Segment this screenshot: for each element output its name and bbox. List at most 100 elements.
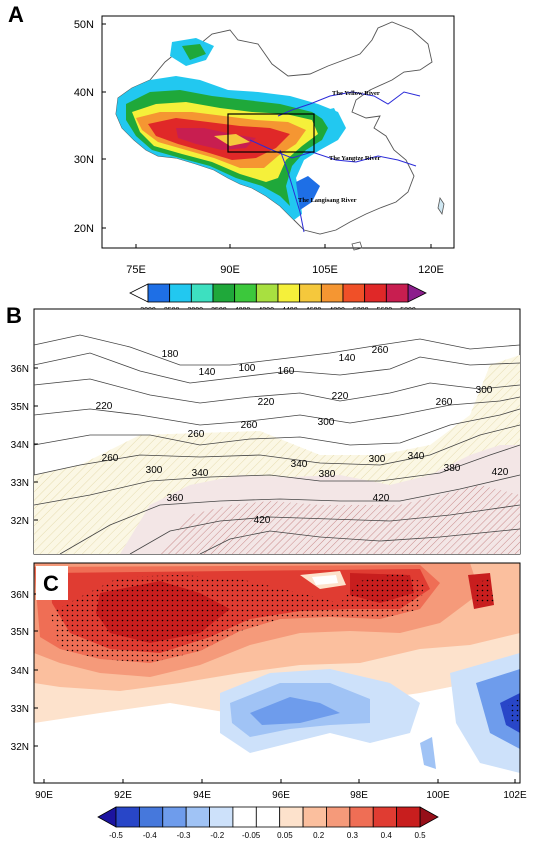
contour-label: 380 [444, 463, 461, 474]
taiwan [437, 196, 445, 216]
contour-label: 260 [241, 420, 258, 431]
colorbar-swatch [349, 806, 374, 828]
colorbar-swatch [277, 283, 301, 303]
colorbar-tick-label: 0.3 [347, 831, 359, 840]
contour-label: 300 [476, 385, 493, 396]
colorbar-tick-label: 0.2 [313, 831, 325, 840]
contour-label: 300 [369, 454, 386, 465]
hainan [351, 241, 363, 251]
colorbar-tick-label: -0.05 [242, 831, 261, 840]
panel-c-lat-ticks: 36N 35N 34N 33N 32N [11, 590, 29, 753]
panel-b-lat-ticks: 36N 35N 34N 33N 32N [11, 364, 29, 527]
contour-label: 160 [278, 366, 295, 377]
colorbar-low-cap [129, 283, 149, 303]
lat-tick: 33N [11, 704, 29, 715]
lon-tick: 120E [418, 264, 444, 276]
colorbar-swatch [115, 806, 140, 828]
panel-c-anomaly-map: 36N 35N 34N 33N 32N 90E 92E 94E 96E 98E … [11, 562, 527, 840]
lon-tick: 96E [272, 790, 290, 801]
panel-a-lat-ticks: 50N 40N 30N 20N [74, 19, 94, 235]
lon-tick: 94E [193, 790, 211, 801]
contour-label: 220 [258, 397, 275, 408]
lon-tick: 105E [312, 264, 338, 276]
lat-tick: 35N [11, 627, 29, 638]
lat-tick: 34N [11, 666, 29, 677]
lon-tick: 90E [220, 264, 240, 276]
colorbar-tick-label: -0.4 [143, 831, 157, 840]
colorbar-swatch [320, 283, 344, 303]
study-region-box [227, 113, 315, 153]
yellow-river-label: The Yellow River [332, 90, 380, 97]
contour-label: 300 [318, 417, 335, 428]
panel-c-frame [33, 562, 521, 784]
contour-label: 260 [102, 453, 119, 464]
contour-label: 180 [162, 349, 179, 360]
colorbar-tick-label: -0.2 [210, 831, 224, 840]
panel-c-lon-ticks: 90E 92E 94E 96E 98E 100E 102E [35, 790, 527, 801]
lat-tick: 30N [74, 154, 94, 166]
lat-tick: 20N [74, 223, 94, 235]
lon-tick: 90E [35, 790, 53, 801]
panel-b-contour-map: 180 140 100 160 140 260 220 220 220 260 300 260 260 3… [11, 308, 521, 555]
contour-label: 340 [291, 459, 308, 470]
panel-c-letter-box: C [36, 566, 68, 600]
colorbar-swatch [185, 806, 210, 828]
contour-label: 420 [254, 515, 271, 526]
colorbar-swatch [232, 806, 257, 828]
colorbar-swatch [255, 806, 281, 828]
lat-tick: 34N [11, 440, 29, 451]
lat-tick: 32N [11, 742, 29, 753]
colorbar-swatch [169, 283, 192, 303]
colorbar-swatch [302, 806, 327, 828]
contour-label: 340 [408, 451, 425, 462]
lon-tick: 100E [426, 790, 450, 801]
colorbar-swatch [364, 283, 387, 303]
colorbar-swatch [255, 283, 279, 303]
contour-label: 380 [319, 469, 336, 480]
colorbar-swatch [234, 283, 257, 303]
colorbar-swatch [372, 806, 398, 828]
lat-tick: 35N [11, 402, 29, 413]
contour-labels: 180 140 100 160 140 260 220 220 220 260 300 260 260 3… [96, 345, 509, 526]
colorbar-swatch [396, 806, 421, 828]
lat-tick: 32N [11, 516, 29, 527]
contour-lines [33, 334, 521, 555]
contour-label: 340 [192, 468, 209, 479]
contour-label: 220 [96, 401, 113, 412]
lat-tick: 36N [11, 590, 29, 601]
panel-a-lon-ticks: 75E 90E 105E 120E [126, 264, 444, 276]
contour-label: 260 [372, 345, 389, 356]
panel-c-letter: C [43, 571, 59, 596]
lon-tick: 102E [503, 790, 527, 801]
elevation-field [116, 38, 346, 220]
colorbar-tick-label: 0.05 [277, 831, 293, 840]
anomaly-colorbar: -0.5 -0.4 -0.3 -0.2 -0.05 0.05 0.2 0.3 0.4 0.5 [97, 806, 439, 840]
panel-a-letter: A [8, 2, 24, 27]
contour-label: 420 [373, 493, 390, 504]
colorbar-tick-label: 0.4 [381, 831, 393, 840]
colorbar-swatch [147, 283, 171, 303]
colorbar-swatch [190, 283, 214, 303]
colorbar-low-cap [97, 806, 117, 828]
lat-tick: 40N [74, 87, 94, 99]
colorbar-swatch [279, 806, 304, 828]
lat-tick: 33N [11, 478, 29, 489]
contour-label: 260 [436, 397, 453, 408]
yangtze-river-label: The Yangtze River [329, 155, 381, 162]
colorbar-high-cap [419, 806, 439, 828]
contour-label: 420 [492, 467, 509, 478]
lat-tick: 50N [74, 19, 94, 31]
langisang-river-label: The Langisang River [298, 197, 357, 204]
lon-tick: 92E [114, 790, 132, 801]
colorbar-swatch [342, 283, 366, 303]
contour-label: 140 [199, 367, 216, 378]
panel-a-map: The Yellow River The Yangtze River The L… [74, 15, 455, 314]
contour-label: 260 [188, 429, 205, 440]
lat-tick: 36N [11, 364, 29, 375]
colorbar-swatch [209, 806, 234, 828]
contour-label: 220 [332, 391, 349, 402]
significance-stipple-east [474, 579, 494, 605]
contour-label: 140 [339, 353, 356, 364]
contour-label: 300 [146, 465, 163, 476]
colorbar-swatch [385, 283, 409, 303]
